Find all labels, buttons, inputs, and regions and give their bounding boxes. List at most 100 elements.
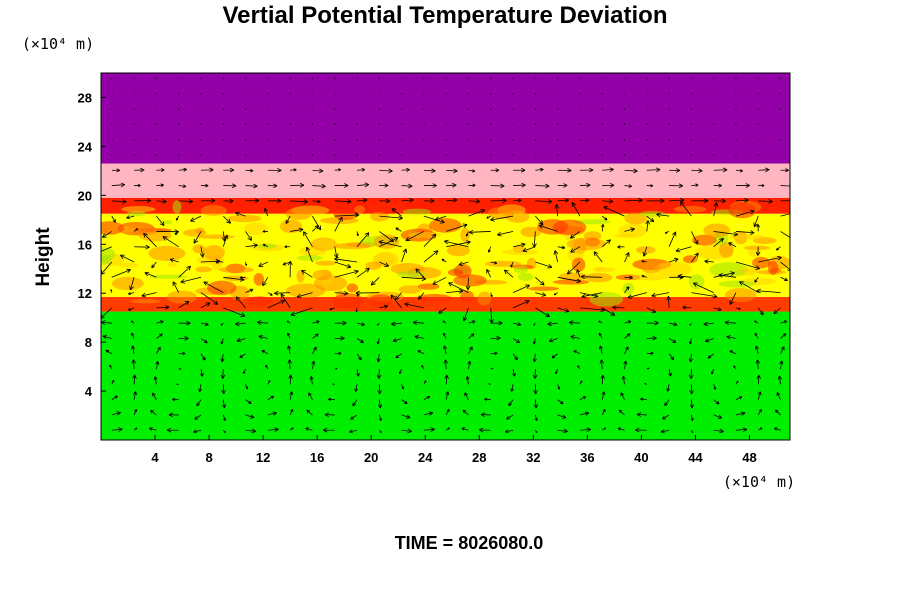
velocity-arrow — [462, 409, 469, 416]
x-tick-label: 40 — [634, 450, 648, 465]
velocity-arrow — [133, 408, 138, 416]
velocity-arrow — [143, 232, 157, 247]
vector-dot — [244, 108, 247, 110]
texture-blob — [368, 294, 393, 307]
velocity-arrow — [378, 429, 382, 433]
velocity-arrow — [640, 397, 647, 401]
velocity-arrow — [535, 199, 553, 204]
velocity-arrow — [134, 198, 152, 203]
velocity-arrow — [535, 307, 550, 317]
velocity-arrow — [401, 399, 408, 405]
velocity-arrow — [624, 275, 633, 280]
velocity-arrow — [399, 368, 402, 375]
velocity-arrow — [285, 215, 291, 224]
vector-dot — [534, 93, 536, 95]
velocity-arrow — [334, 257, 358, 263]
velocity-arrow — [547, 321, 558, 327]
vector-dot — [267, 93, 269, 95]
velocity-arrow — [267, 198, 282, 204]
vector-dot — [467, 108, 470, 110]
vector-dot — [244, 139, 247, 141]
velocity-arrow — [642, 246, 648, 257]
velocity-arrow — [677, 273, 692, 279]
velocity-arrow — [735, 169, 744, 173]
velocity-arrow — [200, 167, 214, 173]
velocity-arrow — [512, 353, 518, 361]
velocity-arrow — [557, 245, 566, 250]
velocity-arrow — [533, 399, 538, 409]
velocity-arrow — [432, 276, 447, 285]
velocity-arrow — [512, 322, 522, 327]
velocity-arrow — [729, 350, 737, 355]
velocity-arrow — [220, 322, 224, 326]
texture-blob — [200, 205, 227, 216]
vector-dot — [713, 123, 715, 125]
texture-blob — [197, 234, 235, 239]
vector-dot — [267, 123, 269, 125]
velocity-arrow — [538, 224, 558, 232]
velocity-arrow — [334, 183, 349, 188]
x-tick-label: 48 — [742, 450, 756, 465]
velocity-arrow — [111, 268, 131, 278]
vector-dot — [512, 154, 514, 156]
texture-blob — [192, 244, 206, 254]
velocity-arrow — [513, 198, 522, 203]
vector-dot — [400, 123, 403, 125]
velocity-arrow — [468, 169, 476, 173]
velocity-arrow — [679, 201, 692, 217]
velocity-arrow — [780, 200, 790, 202]
velocity-arrow — [713, 384, 717, 390]
texture-blob — [502, 248, 539, 256]
velocity-arrow — [262, 277, 269, 287]
velocity-arrow — [713, 231, 739, 237]
velocity-arrow — [691, 168, 703, 174]
velocity-arrow — [577, 365, 581, 370]
velocity-arrow — [223, 307, 246, 318]
velocity-arrow — [401, 428, 413, 434]
vector-dot — [579, 93, 581, 95]
texture-blob — [724, 288, 757, 302]
texture-blob — [312, 269, 333, 281]
texture-blob — [528, 286, 560, 291]
velocity-arrow — [490, 261, 498, 265]
velocity-arrow — [152, 392, 157, 400]
time-label: TIME = 8026080.0 — [395, 533, 544, 553]
texture-blob — [195, 266, 212, 273]
velocity-arrow — [689, 322, 692, 326]
velocity-arrow — [126, 215, 135, 220]
velocity-arrow — [612, 305, 625, 310]
texture-blob — [728, 202, 756, 219]
velocity-arrow — [156, 183, 165, 188]
velocity-arrow — [134, 244, 150, 250]
texture-blob — [446, 245, 470, 257]
vector-dot — [690, 154, 692, 156]
velocity-arrow — [130, 320, 135, 324]
vector-dot — [668, 93, 670, 95]
velocity-arrow — [568, 320, 580, 325]
velocity-arrow — [666, 384, 670, 392]
velocity-arrow — [490, 367, 494, 370]
velocity-arrow — [262, 230, 268, 233]
velocity-arrow — [496, 231, 514, 237]
velocity-arrow — [312, 168, 324, 174]
texture-blob — [312, 238, 337, 250]
velocity-arrow — [236, 338, 246, 343]
velocity-arrow — [324, 412, 335, 418]
velocity-arrow — [200, 198, 216, 204]
texture-blob — [121, 206, 156, 213]
texture-blob — [373, 234, 399, 249]
velocity-arrow — [287, 332, 291, 339]
texture-blob — [130, 299, 161, 304]
velocity-arrow — [535, 167, 544, 172]
texture-blob — [101, 221, 125, 235]
velocity-arrow — [506, 414, 514, 420]
y-tick-label: 4 — [85, 384, 93, 399]
velocity-arrow — [757, 391, 762, 400]
velocity-arrow — [532, 338, 536, 345]
texture-blob — [520, 226, 542, 238]
velocity-arrow — [645, 220, 650, 232]
velocity-arrow — [443, 359, 448, 370]
texture-blob — [202, 245, 225, 261]
velocity-arrow — [603, 206, 625, 217]
velocity-arrow — [405, 231, 425, 242]
